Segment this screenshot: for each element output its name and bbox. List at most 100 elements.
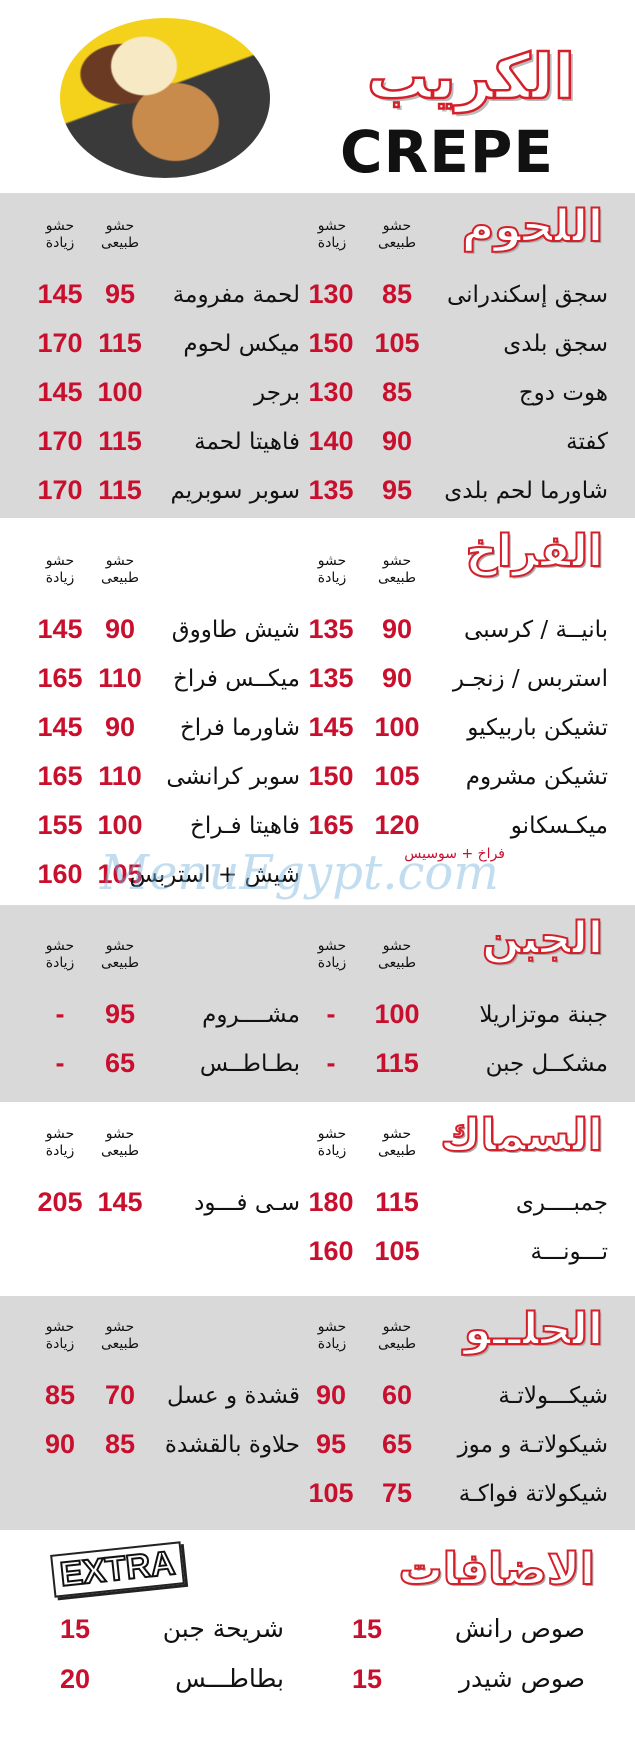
menu-row: 170 115 فاهيتا لحمة 140 90 كفتة <box>28 417 608 466</box>
menu-row: 155 100 فاهيتا فـراخ 165 120 ميكـسكانو <box>28 801 608 850</box>
price-extra: - <box>326 1048 336 1078</box>
item-rows: 145 95 لحمة مفرومة 130 85 سجق إسكندرانى 170 115… <box>28 270 608 515</box>
menu-row: -95 مشــــروم -100 جبنة موتزاريلا <box>28 990 609 1039</box>
price-extra: 135 <box>308 663 354 693</box>
column-label-extra: حشو زيادة <box>45 218 75 251</box>
item-name: فاهيتا لحمة <box>194 428 300 455</box>
item-name: سجق إسكندرانى <box>446 281 608 308</box>
item-name: مشــــروم <box>202 1001 300 1028</box>
price-regular: 145 <box>97 1187 143 1217</box>
price-extra: - <box>55 1048 65 1078</box>
price-regular: 60 <box>381 1380 413 1410</box>
column-label-regular: حشو طبيعى <box>377 1126 416 1159</box>
item-name: فاهيتا فـراخ <box>190 812 300 839</box>
extras-row: صوص شيدر 15 بطاطـــس 20 <box>0 1656 635 1704</box>
item-price: 20 <box>59 1664 91 1694</box>
price-extra: 160 <box>308 1236 354 1266</box>
price-extra: 150 <box>308 328 354 358</box>
price-extra: 160 <box>37 859 83 889</box>
section-title: السماك <box>439 1109 604 1162</box>
price-regular: 65 <box>104 1048 136 1078</box>
column-label-regular: حشو طبيعى <box>100 938 139 971</box>
item-name: بطاطـــس <box>175 1664 284 1693</box>
column-label-regular: حشو طبيعى <box>377 1319 416 1352</box>
price-regular: 90 <box>104 614 136 644</box>
price-regular: 65 <box>381 1429 413 1459</box>
price-regular: 115 <box>375 1187 419 1217</box>
item-price: 15 <box>351 1614 383 1644</box>
price-extra: 170 <box>37 426 83 456</box>
column-label-regular: حشو طبيعى <box>100 218 139 251</box>
price-regular: 90 <box>381 614 413 644</box>
column-label-extra: حشو زيادة <box>45 938 75 971</box>
price-regular: 90 <box>104 712 136 742</box>
column-label-regular: حشو طبيعى <box>377 938 416 971</box>
item-name: لحمة مفرومة <box>172 281 300 308</box>
price-regular: 70 <box>104 1380 136 1410</box>
item-name: جبنة موتزاريلا <box>479 1001 608 1028</box>
item-name: هوت دوج <box>518 379 608 406</box>
price-extra: 145 <box>37 712 83 742</box>
item-name: شيكـــولاتـة <box>498 1382 608 1409</box>
brand-title-arabic: الكريب <box>366 39 577 115</box>
price-regular: 115 <box>98 328 142 358</box>
menu-row: 85 70 قشدة و عسل 90 60 شيكـــولاتـة <box>28 1371 608 1420</box>
section-title: الاضافات <box>398 1543 596 1596</box>
section-title: الفراخ <box>465 525 604 578</box>
price-regular: 95 <box>104 279 136 309</box>
section-note: فراخ + سوسيس <box>404 846 505 862</box>
section-dessert: الحلــو حشو طبيعى حشو زيادة حشو طبيعى حشو زي… <box>0 1296 635 1530</box>
price-extra: 95 <box>315 1429 347 1459</box>
item-name: ميكس لحوم <box>183 330 300 357</box>
section-cheese: الجبن حشو طبيعى حشو زيادة حشو طبيعى حشو زياد… <box>0 905 635 1102</box>
price-extra: 170 <box>37 475 83 505</box>
item-rows: 205 145 سـى فـــود 180 115 جمبــــرى 160 105 تــ… <box>28 1178 608 1276</box>
price-extra: 165 <box>37 663 83 693</box>
price-regular: 90 <box>381 426 413 456</box>
item-name: صوص رانش <box>454 1614 585 1643</box>
menu-row: 145 100 برجر 130 85 هوت دوج <box>28 368 608 417</box>
price-regular: 115 <box>98 475 142 505</box>
item-name: شيش طاووق <box>171 616 300 643</box>
column-label-extra: حشو زيادة <box>45 1126 75 1159</box>
item-name: ميكـسكانو <box>510 812 608 839</box>
price-extra: 130 <box>308 279 354 309</box>
price-extra: 145 <box>308 712 354 742</box>
crepe-photo <box>60 18 270 178</box>
item-name: قشدة و عسل <box>166 1382 300 1409</box>
price-extra: - <box>55 999 65 1029</box>
price-regular: 75 <box>381 1478 413 1508</box>
column-label-regular: حشو طبيعى <box>377 553 416 586</box>
item-name: مشكــل جبن <box>485 1050 608 1077</box>
column-label-regular: حشو طبيعى <box>377 218 416 251</box>
menu-row: 145 90 شاورما فراخ 145 100 تشيكن باربيكيو <box>28 703 608 752</box>
price-extra: 90 <box>44 1429 76 1459</box>
price-regular: 110 <box>98 663 142 693</box>
price-regular: 105 <box>374 761 420 791</box>
price-extra: - <box>326 999 336 1029</box>
item-name: شيش + استربس <box>129 861 300 888</box>
menu-row: -65 بطـاطــس -115 مشكــل جبن <box>28 1039 609 1088</box>
item-name: جمبــــرى <box>515 1189 608 1216</box>
section-meat: اللحوم حشو طبيعى حشو زيادة حشو طبيعى حشو زيا… <box>0 193 635 518</box>
price-regular: 115 <box>375 1048 419 1078</box>
price-extra: 90 <box>315 1380 347 1410</box>
item-name: استربس / زنجـر <box>452 665 608 692</box>
price-regular: 110 <box>98 761 142 791</box>
section-title: اللحوم <box>461 200 604 253</box>
item-name: سوبر سوبريم <box>170 477 300 504</box>
menu-row: 105 75 شيكولاتة فواكـة <box>28 1469 608 1518</box>
item-name: سـى فـــود <box>194 1189 300 1216</box>
price-extra: 145 <box>37 614 83 644</box>
item-name: كفتة <box>566 428 608 455</box>
menu-row: 205 145 سـى فـــود 180 115 جمبــــرى <box>28 1178 608 1227</box>
item-name: تشيكن مشروم <box>465 763 608 790</box>
item-name: سوبر كرانشى <box>166 763 300 790</box>
price-regular: 105 <box>374 1236 420 1266</box>
menu-row: 170 115 ميكس لحوم 150 105 سجق بلدى <box>28 319 608 368</box>
item-name: سجق بلدى <box>503 330 608 357</box>
item-name: صوص شيدر <box>458 1664 585 1693</box>
column-label-extra: حشو زيادة <box>317 218 347 251</box>
menu-row: 160 105 شيش + استربس <box>28 850 608 899</box>
section-title: الحلــو <box>463 1303 604 1356</box>
